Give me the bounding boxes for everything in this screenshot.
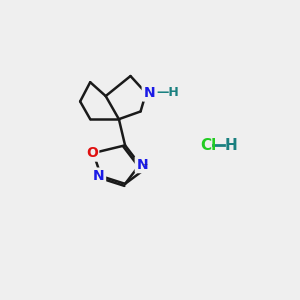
Text: methyl: methyl <box>144 164 148 165</box>
Text: N: N <box>143 86 155 100</box>
Text: N: N <box>93 169 104 183</box>
Text: H: H <box>225 138 238 153</box>
Text: N: N <box>136 158 148 172</box>
Text: O: O <box>86 146 98 160</box>
Text: Cl: Cl <box>200 138 217 153</box>
Text: —H: —H <box>157 86 180 100</box>
